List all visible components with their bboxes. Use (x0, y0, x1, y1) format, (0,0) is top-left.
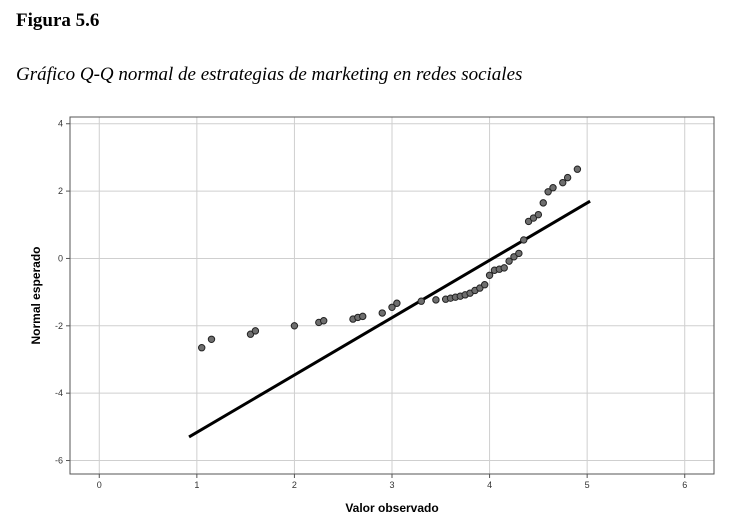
data-point (544, 188, 552, 196)
y-tick-label: 2 (58, 186, 63, 196)
y-tick-label: 0 (58, 253, 63, 263)
data-point (388, 303, 396, 311)
x-tick-labels: 0 1 2 3 4 5 6 (97, 474, 687, 490)
y-tick-label: -2 (55, 321, 63, 331)
data-point (198, 344, 206, 352)
x-tick-label: 5 (585, 480, 590, 490)
data-point (524, 217, 533, 226)
data-point (549, 184, 557, 192)
data-points (198, 165, 582, 352)
data-point (529, 214, 538, 222)
x-tick-label: 0 (97, 480, 102, 490)
data-point (559, 178, 567, 187)
data-point (290, 322, 299, 330)
data-point (510, 253, 518, 261)
data-point (393, 299, 401, 307)
x-tick-label: 6 (682, 480, 687, 490)
data-point (378, 309, 386, 317)
data-point (480, 281, 489, 289)
data-point (432, 296, 440, 304)
data-point (515, 249, 523, 258)
data-point (251, 327, 260, 335)
data-point (505, 257, 513, 265)
data-point (485, 271, 494, 279)
x-tick-label: 4 (487, 480, 492, 490)
figure-label: Figura 5.6 (16, 10, 100, 31)
data-point (359, 312, 367, 321)
data-point (563, 173, 572, 182)
grid-lines (70, 117, 714, 474)
y-tick-label: -6 (55, 456, 63, 466)
data-point (319, 317, 328, 325)
data-point (539, 199, 547, 207)
data-point (207, 335, 216, 343)
y-tick-label: 4 (58, 119, 63, 129)
data-point (246, 330, 255, 338)
y-tick-labels: 4 2 0 -2 -4 -6 (55, 119, 70, 466)
x-tick-label: 1 (194, 480, 199, 490)
data-point (534, 210, 543, 219)
figure-title: Gráfico Q-Q normal de estrategias de mar… (16, 64, 523, 85)
data-point (500, 264, 508, 272)
data-point (476, 284, 484, 292)
x-tick-label: 3 (389, 480, 394, 490)
data-point (573, 165, 582, 173)
data-point (520, 236, 528, 244)
data-point (417, 297, 425, 305)
reference-line (188, 199, 591, 439)
x-axis-title: Valor observado (345, 501, 438, 515)
x-tick-label: 2 (292, 480, 297, 490)
y-axis-title: Normal esperado (29, 246, 43, 344)
y-tick-label: -4 (55, 388, 63, 398)
